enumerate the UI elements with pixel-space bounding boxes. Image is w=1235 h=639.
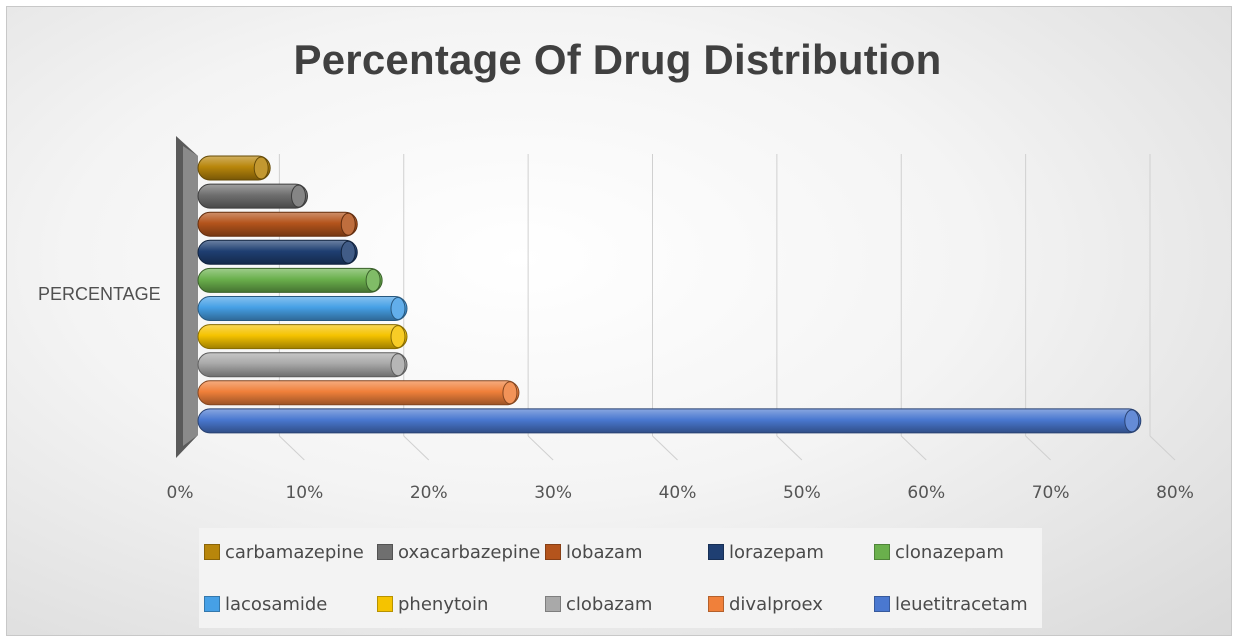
x-tick-label: 50% — [783, 483, 821, 503]
bar-cap-clobazam — [390, 353, 406, 377]
axis-wall-face — [183, 146, 198, 446]
bar-lobazam — [197, 211, 358, 237]
legend-label: oxacarbazepine — [398, 541, 541, 563]
legend-swatch — [874, 596, 890, 612]
legend-item-lobazam: lobazam — [545, 540, 642, 564]
x-tick-label: 40% — [659, 483, 697, 503]
legend-item-divalproex: divalproex — [708, 592, 823, 616]
legend-label: phenytoin — [398, 593, 489, 615]
x-tick-label: 20% — [410, 483, 448, 503]
legend-label: divalproex — [729, 593, 823, 615]
legend-swatch — [377, 596, 393, 612]
bar-cap-phenytoin — [390, 325, 406, 349]
bar-divalproex — [197, 380, 520, 406]
legend-swatch — [545, 544, 561, 560]
legend-label: clobazam — [566, 593, 653, 615]
gridline-floor — [652, 435, 678, 461]
gridline-floor — [1025, 435, 1051, 461]
bar-leuetitracetam — [197, 408, 1142, 434]
bar-clonazepam — [197, 267, 383, 293]
bar-carbamazepine — [197, 155, 271, 181]
legend-item-clonazepam: clonazepam — [874, 540, 1004, 564]
legend-label: lorazepam — [729, 541, 824, 563]
x-tick-label: 70% — [1032, 483, 1070, 503]
legend-swatch — [204, 544, 220, 560]
bar-cap-carbamazepine — [253, 156, 269, 180]
bar-cap-divalproex — [502, 381, 518, 405]
bar-cap-leuetitracetam — [1124, 409, 1140, 433]
legend-item-phenytoin: phenytoin — [377, 592, 488, 616]
legend-label: carbamazepine — [225, 541, 364, 563]
bar-cap-lacosamide — [390, 297, 406, 320]
legend-label: clonazepam — [895, 541, 1004, 563]
gridline-floor — [776, 435, 803, 461]
gridline-floor — [900, 435, 927, 461]
legend-label: leuetitracetam — [895, 593, 1028, 615]
legend-swatch — [545, 596, 561, 612]
bar-oxacarbazepine — [197, 183, 308, 209]
chart-title: Percentage Of Drug Distribution — [293, 36, 942, 83]
legend-label: lobazam — [566, 541, 643, 563]
legend: carbamazepine oxacarbazepine lobazam loraze… — [199, 528, 1042, 628]
y-axis-label: PERCENTAGE — [38, 284, 161, 304]
gridline-floor — [403, 435, 430, 461]
legend-item-oxacarbazepine: oxacarbazepine — [377, 540, 540, 564]
bar-clobazam — [197, 352, 408, 378]
bar-cap-lorazepam — [340, 240, 356, 264]
legend-item-clobazam: clobazam — [545, 592, 652, 616]
legend-item-lacosamide: lacosamide — [204, 592, 327, 616]
x-tick-label: 80% — [1156, 483, 1194, 503]
legend-swatch — [708, 596, 724, 612]
x-tick-label: 60% — [907, 483, 945, 503]
x-tick-label: 10% — [285, 483, 323, 503]
legend-swatch — [204, 596, 220, 612]
legend-item-leuetitracetam: leuetitracetam — [874, 592, 1028, 616]
legend-swatch — [874, 544, 890, 560]
legend-item-lorazepam: lorazepam — [708, 540, 824, 564]
x-tick-label: 30% — [534, 483, 572, 503]
legend-swatch — [708, 544, 724, 560]
bar-cap-lobazam — [340, 212, 356, 236]
legend-item-carbamazepine: carbamazepine — [204, 540, 364, 564]
bar-cap-clonazepam — [365, 268, 381, 292]
gridline-floor — [527, 435, 554, 461]
bar-cap-oxacarbazepine — [291, 184, 306, 208]
legend-swatch — [377, 544, 393, 560]
x-tick-label: 0% — [167, 483, 194, 503]
gridline-floor — [1149, 435, 1176, 461]
bar-lorazepam — [197, 239, 358, 265]
bar-lacosamide — [197, 296, 408, 321]
gridline-floor — [279, 435, 305, 461]
legend-label: lacosamide — [225, 593, 328, 615]
bar-phenytoin — [197, 324, 408, 350]
